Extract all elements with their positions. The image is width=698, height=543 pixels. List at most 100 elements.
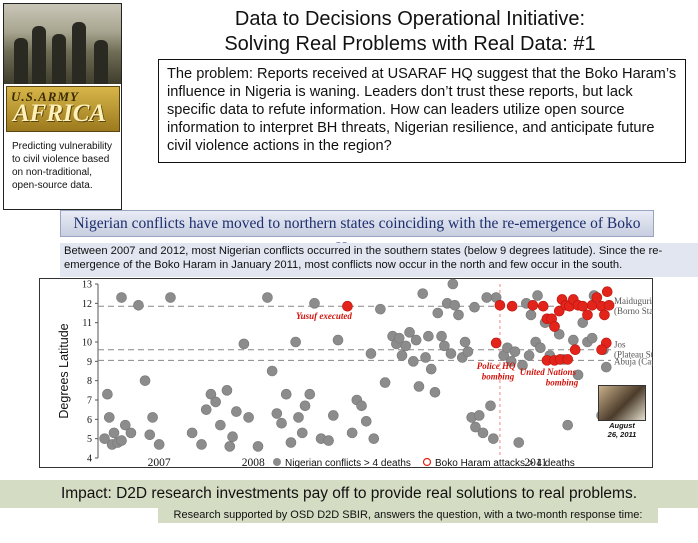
x-tick-label: 2007 [148,457,171,468]
nigerian-conflict-point [356,400,367,412]
boko-haram-point [569,344,581,356]
nigerian-conflict-point [453,309,464,321]
thumbnail-caption-line1: August [609,421,635,430]
nigerian-conflict-point [285,437,297,448]
legend-nigerian-marker [273,458,281,466]
thumbnail-caption-line2: 26, 2011 [607,430,637,439]
title-line1: Data to Decisions Operational Initiative… [234,8,586,30]
nigerian-conflict-point [238,338,250,350]
legend-boko-marker [422,457,432,467]
boko-haram-point [601,286,613,298]
nigerian-conflict-point [417,288,429,299]
nigerian-conflict-point [525,309,537,321]
title-line2: Solving Real Problems with Real Data: #1 [224,33,596,55]
nigerian-conflict-point [266,365,278,377]
nigerian-conflict-point [423,330,434,342]
nigerian-conflict-point [481,292,493,303]
x-tick-label: 2011 [524,457,547,468]
nigerian-conflict-point [144,429,156,441]
nigerian-conflict-point [108,427,120,439]
nigerian-conflict-point [360,415,372,427]
reference-label: Abuja (Capital) [614,356,653,366]
nigerian-conflict-point [436,330,447,342]
nigerian-conflict-point [535,342,546,354]
y-tick-label: 7 [87,396,92,407]
nigerian-conflict-point [470,421,481,433]
boko-haram-point [596,344,607,356]
nigerian-conflict-point [290,336,301,348]
nigerian-conflict-point [200,404,212,415]
nigerian-conflict-point [227,431,238,443]
nigerian-conflict-point [215,419,226,431]
nigerian-conflict-point [196,439,207,450]
boko-haram-point [562,354,574,365]
nigerian-conflict-point [116,435,127,446]
nigerian-conflict-point [165,292,176,303]
reference-label: Jos [614,340,626,350]
boko-haram-point [599,309,610,321]
page-title: Data to Decisions Operational Initiative… [130,7,690,57]
nigerian-conflict-point [276,417,287,429]
y-tick-label: 9 [87,357,92,368]
nigerian-conflict-point [410,334,422,346]
nigerian-conflict-point [116,292,127,303]
nigerian-conflict-point [365,348,377,359]
nigerian-conflict-point [231,406,242,417]
y-tick-label: 8 [87,376,92,387]
nigerian-conflict-point [459,336,471,348]
nigerian-conflict-point [280,388,292,400]
nigerian-conflict-point [243,412,254,423]
soldiers-photo [4,4,121,84]
nigerian-conflict-point [299,400,311,412]
nigerian-conflict-point [449,299,461,311]
nigerian-conflict-point [296,427,308,439]
nigerian-conflict-point [375,303,386,315]
nigerian-conflict-point [485,400,496,412]
thumbnail-caption: August 26, 2011 [596,421,648,439]
nigerian-conflict-point [328,410,339,421]
nigerian-conflict-point [293,412,304,423]
nigerian-conflict-point [413,381,425,392]
nigerian-conflict-point [323,435,334,446]
news-photo-icon [598,385,646,421]
chart-annotation: bombing [546,378,579,388]
nigerian-conflict-point [400,340,412,352]
y-tick-label: 13 [82,280,92,291]
nigerian-conflict-point [102,388,113,400]
nigerian-conflict-point [420,352,431,363]
nigerian-conflict-point [379,377,391,388]
nigerian-conflict-point [425,363,437,375]
nigerian-conflict-point [221,385,233,396]
reference-sublabel: (Plateau State) [614,350,653,360]
nigerian-conflict-point [553,328,565,340]
nigerian-conflict-point [509,346,521,357]
nigerian-conflict-point [309,298,320,309]
nigerian-conflict-point [562,419,574,431]
logo-line1: U.S.ARMY [11,89,79,104]
reference-label: Maiduguri [614,296,652,306]
reference-sublabel: (Borno State) [614,306,653,316]
nigerian-conflict-point [408,356,419,367]
nigerian-conflict-point [429,386,441,398]
nigerian-conflict-point [346,427,358,439]
nigerian-conflict-point [147,412,158,423]
boko-haram-point [549,321,560,332]
chart-annotation: bombing [482,372,515,382]
nigerian-conflict-point [532,290,543,301]
nigerian-conflict-point [586,332,598,344]
impact-statement: Impact: D2D research investments pay off… [0,480,698,508]
nigerian-conflict-point [396,350,408,361]
y-tick-label: 12 [82,299,92,310]
nigerian-conflict-point [393,332,405,344]
nigerian-conflict-point [488,433,499,444]
boko-haram-point [577,300,589,312]
nigerian-conflict-point [332,334,344,346]
nigerian-conflict-point [462,346,474,357]
nigerian-conflict-point [304,388,316,400]
chart-banner: Nigerian conflicts have moved to norther… [60,210,654,257]
nigerian-conflict-point [439,340,450,352]
legend-boko-label: Boko Haram attacks > 4 deaths [435,458,575,468]
chart-description: Between 2007 and 2012, most Nigerian con… [60,243,698,277]
boko-haram-point [603,299,615,311]
nigerian-conflict-point [262,292,273,303]
